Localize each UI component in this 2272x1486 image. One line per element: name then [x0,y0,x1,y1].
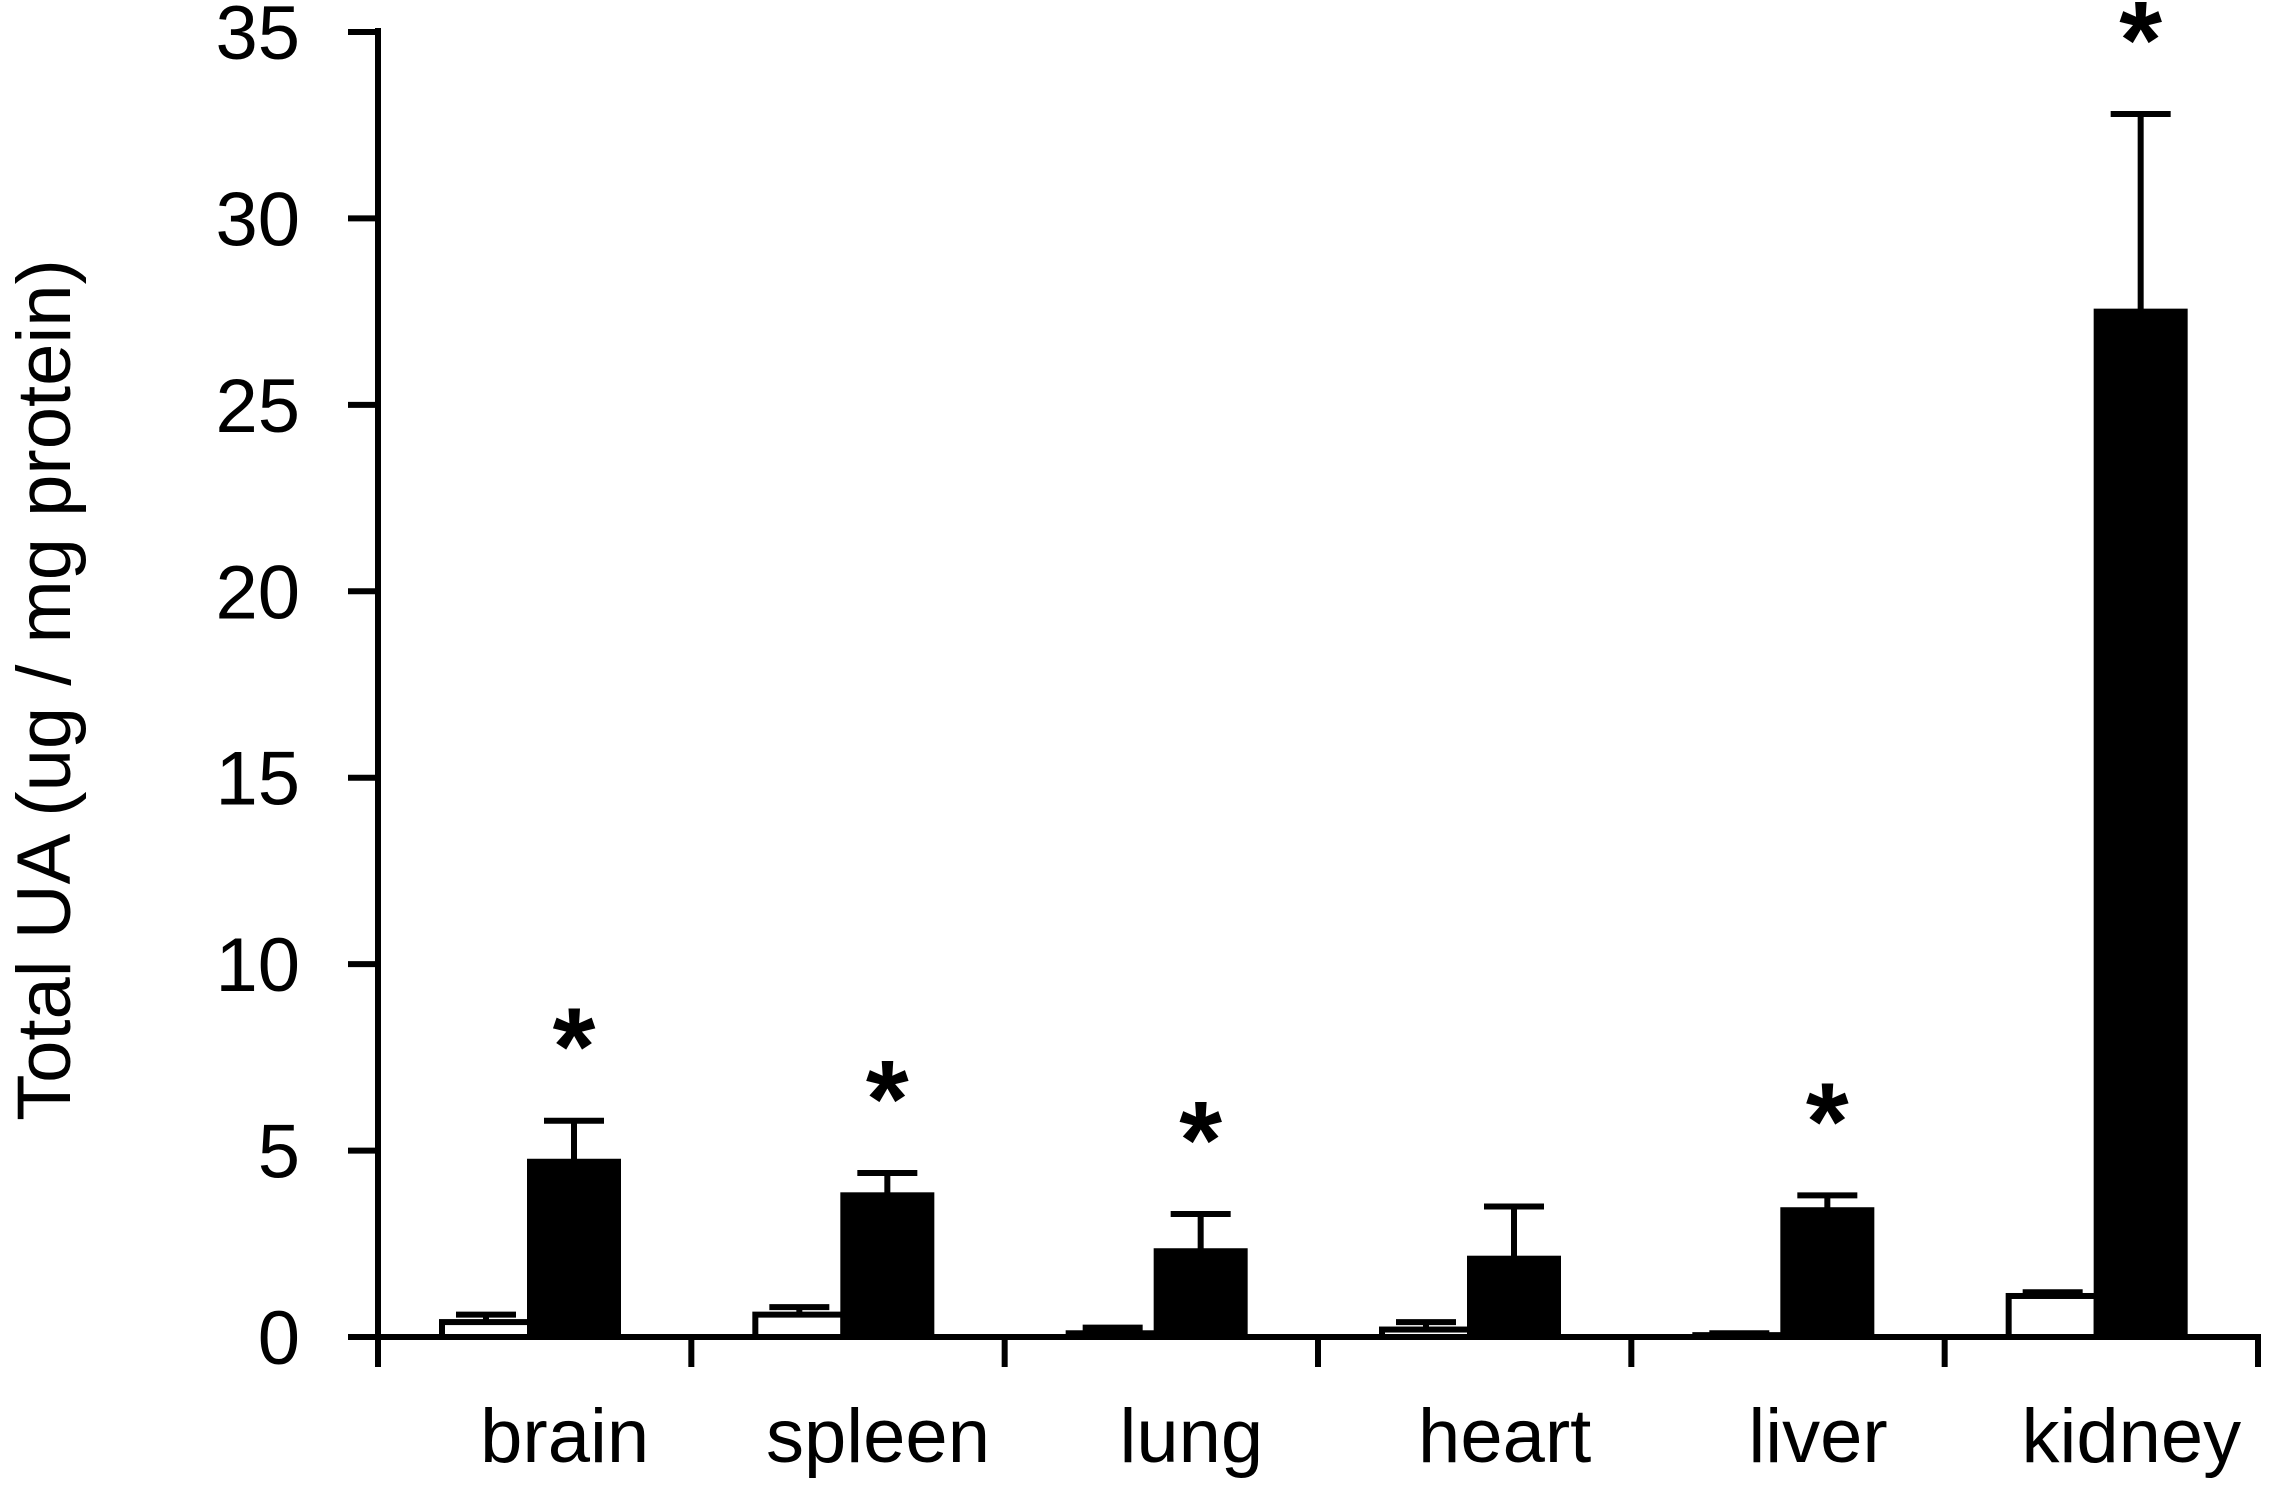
bar-brain-series-2 [527,1158,621,1341]
y-tick-label-0: 0 [258,1296,300,1381]
y-ticks-group: 0 5 10 15 20 25 30 35 [215,0,378,1381]
significance-marks-group: * * * * * [553,0,2163,1202]
bar-lung-series-2 [1153,1248,1248,1340]
y-tick-label-25: 25 [215,364,300,449]
y-tick-label-15: 15 [215,737,300,822]
y-tick-label-30: 30 [215,177,300,262]
x-tick-label-heart: heart [1418,1394,1591,1479]
y-axis-label: Total UA (ug / mg protein) [2,259,87,1121]
x-tick-label-brain: brain [480,1394,649,1479]
y-tick-label-35: 35 [215,0,300,76]
bar-spleen-series-1 [752,1311,847,1340]
x-tick-label-liver: liver [1748,1394,1887,1479]
bars-group [439,308,2188,1341]
y-tick-label-20: 20 [215,550,300,635]
bar-kidney-series-1 [2005,1292,2100,1341]
x-ticks-group: brain spleen lung heart liver kidney [375,1337,2261,1479]
significance-mark-liver: * [1806,1060,1849,1183]
significance-mark-spleen: * [866,1038,909,1161]
bar-spleen-series-2 [840,1192,935,1341]
error-bars-group [456,111,2171,1337]
x-tick-label-kidney: kidney [2021,1394,2241,1479]
significance-mark-kidney: * [2119,0,2162,102]
significance-mark-lung: * [1179,1079,1222,1202]
x-tick-label-lung: lung [1119,1394,1263,1479]
axes-group [375,28,2261,1340]
significance-mark-brain: * [553,986,596,1109]
x-tick-label-spleen: spleen [766,1394,990,1479]
bar-kidney-series-2 [2093,308,2188,1341]
bar-heart-series-2 [1467,1255,1561,1340]
y-tick-label-10: 10 [215,923,300,1008]
y-tick-label-5: 5 [258,1110,300,1195]
bar-liver-series-2 [1780,1207,1875,1340]
